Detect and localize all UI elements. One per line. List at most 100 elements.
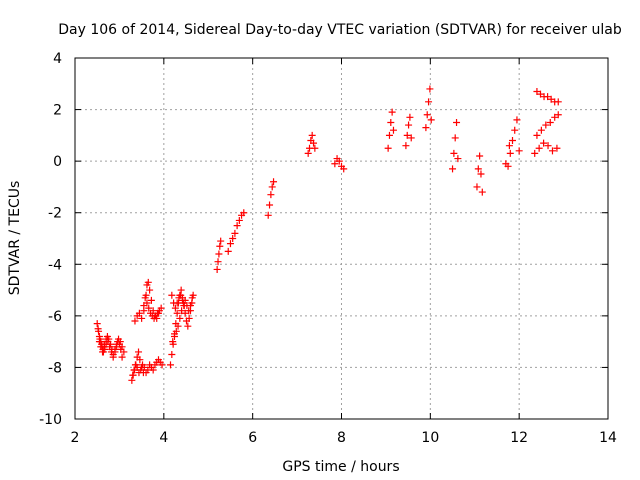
y-tick-label: 2 [53,103,62,119]
data-point [95,332,103,340]
data-point [139,369,147,377]
data-point [476,152,484,160]
data-point [145,304,153,312]
data-point [310,139,318,147]
data-point [533,131,541,139]
data-point [169,338,177,346]
data-point [178,307,186,315]
data-point [102,340,110,348]
data-point [138,363,146,371]
data-point [132,361,140,369]
data-point [174,322,182,330]
data-point [331,160,339,168]
data-point [388,108,396,116]
data-point [129,371,137,379]
data-point [135,348,143,356]
data-point [406,113,414,121]
data-point [340,165,348,173]
data-point [224,247,232,255]
data-point [118,343,126,351]
data-point [537,126,545,134]
data-point [107,348,115,356]
y-tick-label: 0 [53,154,62,170]
data-point [111,345,119,353]
data-point [181,309,189,317]
data-point [113,340,121,348]
data-point [311,144,319,152]
data-point [427,116,435,124]
data-point [389,126,397,134]
data-point [173,309,181,317]
data-point [425,98,433,106]
data-point [547,95,555,103]
data-point [157,304,165,312]
data-point [149,366,157,374]
data-point [158,361,166,369]
data-point [229,235,237,242]
data-point [147,296,155,304]
data-point [308,131,316,139]
data-point [176,314,184,322]
data-point [450,149,458,157]
data-point [235,216,243,224]
data-point [109,353,117,361]
data-point [180,302,188,310]
data-point [143,299,151,307]
data-point [178,296,186,304]
data-point [264,211,272,219]
data-point [185,314,193,322]
data-point [407,134,415,142]
data-point [217,237,225,245]
y-tick-label: -6 [48,309,62,325]
data-point [226,240,234,248]
data-point [535,144,543,152]
data-point [135,309,143,317]
data-point [215,250,223,258]
data-point [186,302,194,310]
data-point [101,345,109,353]
data-point [551,113,559,121]
data-point [449,165,457,173]
data-point [546,118,554,126]
data-point [166,361,174,369]
data-point [184,322,192,330]
x-tick-label: 6 [248,430,257,446]
data-point [422,124,430,132]
data-point [474,165,482,173]
x-tick-label: 4 [159,430,168,446]
data-point [384,144,392,152]
data-point [136,356,144,364]
data-point [131,317,139,325]
data-point [554,98,562,106]
data-point [385,131,393,139]
axis-ticks: 2 4 6 8 10 12 14 -10 -8 -6 -4 -2 0 2 4 [39,51,617,446]
data-point [405,121,413,129]
data-point [233,222,241,230]
x-tick-label: 10 [421,430,439,446]
data-point [138,314,146,322]
data-point [426,85,434,93]
data-point [454,155,462,163]
data-point [267,191,275,199]
data-point [453,118,461,126]
data-point [97,338,105,346]
data-point [173,299,181,307]
data-point [171,304,179,312]
data-point [505,142,513,150]
y-axis-label: SDTVAR / TECUs [7,181,23,296]
data-point [387,118,395,126]
data-point [128,376,136,384]
data-marks [93,85,562,384]
data-point [515,147,523,155]
data-point [473,183,481,191]
x-tick-label: 12 [510,430,528,446]
x-axis-label: GPS time / hours [282,459,399,475]
data-point [502,160,510,168]
data-point [511,126,519,134]
y-tick-label: -2 [48,206,62,222]
data-point [144,278,152,286]
data-point [93,320,101,328]
data-point [335,157,343,165]
data-point [266,201,274,209]
y-tick-label: 4 [53,51,62,67]
